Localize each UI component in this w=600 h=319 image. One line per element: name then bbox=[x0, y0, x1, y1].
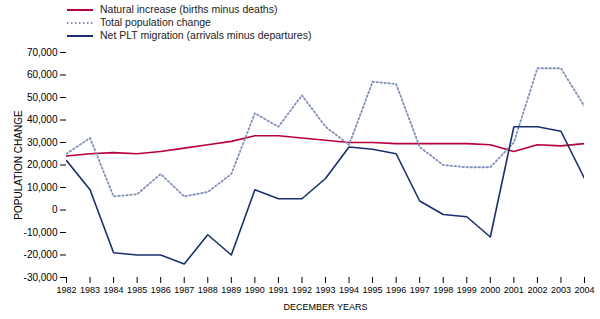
svg-text:0: 0 bbox=[52, 204, 58, 215]
svg-text:1995: 1995 bbox=[363, 285, 383, 295]
svg-text:POPULATION CHANGE: POPULATION CHANGE bbox=[13, 110, 24, 220]
svg-text:-30,000: -30,000 bbox=[24, 272, 58, 283]
html-text:Natural increase (births minus: Natural increase (births minus deaths) bbox=[100, 3, 278, 15]
svg-text:2002: 2002 bbox=[527, 285, 547, 295]
svg-text:1987: 1987 bbox=[174, 285, 194, 295]
svg-text:1986: 1986 bbox=[151, 285, 171, 295]
svg-text:1984: 1984 bbox=[104, 285, 124, 295]
svg-text:-10,000: -10,000 bbox=[24, 227, 58, 238]
svg-text:2000: 2000 bbox=[480, 285, 500, 295]
svg-text:-20,000: -20,000 bbox=[24, 249, 58, 260]
svg-text:1983: 1983 bbox=[80, 285, 100, 295]
svg-text:1994: 1994 bbox=[339, 285, 359, 295]
svg-text:1997: 1997 bbox=[410, 285, 430, 295]
svg-text:40,000: 40,000 bbox=[27, 114, 58, 125]
svg-text:DECEMBER YEARS: DECEMBER YEARS bbox=[284, 302, 368, 312]
svg-text:1993: 1993 bbox=[315, 285, 335, 295]
html-text:Total population change: Total population change bbox=[100, 16, 211, 28]
svg-text:1982: 1982 bbox=[56, 285, 76, 295]
svg-text:1985: 1985 bbox=[127, 285, 147, 295]
html-text:Net PLT migration (arrivals mi: Net PLT migration (arrivals minus depart… bbox=[100, 29, 312, 41]
svg-text:1991: 1991 bbox=[268, 285, 288, 295]
svg-text:10,000: 10,000 bbox=[27, 182, 58, 193]
svg-text:50,000: 50,000 bbox=[27, 92, 58, 103]
svg-text:1998: 1998 bbox=[433, 285, 453, 295]
svg-text:1990: 1990 bbox=[245, 285, 265, 295]
svg-text:2003: 2003 bbox=[551, 285, 571, 295]
svg-text:30,000: 30,000 bbox=[27, 137, 58, 148]
svg-text:1988: 1988 bbox=[198, 285, 218, 295]
svg-text:1996: 1996 bbox=[386, 285, 406, 295]
svg-text:70,000: 70,000 bbox=[27, 47, 58, 58]
svg-text:1999: 1999 bbox=[457, 285, 477, 295]
svg-text:60,000: 60,000 bbox=[27, 69, 58, 80]
svg-text:2004: 2004 bbox=[574, 285, 594, 295]
svg-text:1992: 1992 bbox=[292, 285, 312, 295]
svg-text:2001: 2001 bbox=[504, 285, 524, 295]
svg-text:1989: 1989 bbox=[221, 285, 241, 295]
svg-text:20,000: 20,000 bbox=[27, 159, 58, 170]
